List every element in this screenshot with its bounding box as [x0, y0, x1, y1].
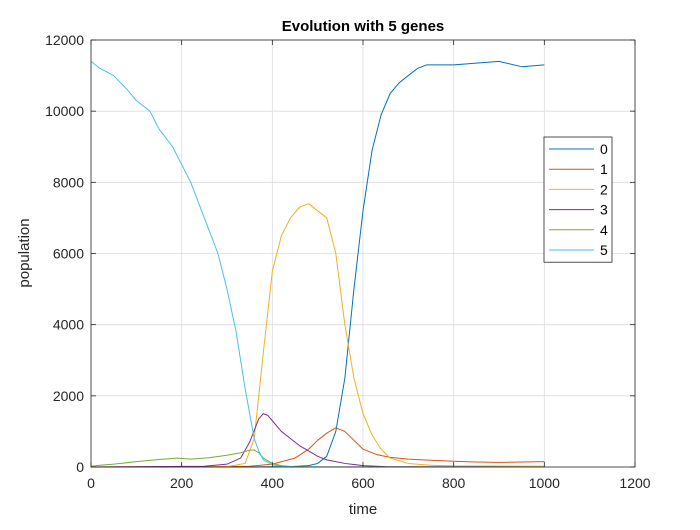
legend: 0 1 2 3 4 5	[543, 136, 613, 263]
legend-label-4: 4	[600, 222, 608, 238]
tick-layer: 0 200 400 600 800 1000 12000200040006000800010…	[45, 32, 651, 491]
legend-label-0: 0	[600, 141, 608, 157]
series-line-1	[90, 427, 545, 468]
y-tick-label: 0	[76, 459, 84, 475]
y-tick-label: 4000	[53, 317, 84, 333]
y-tick-label: 10000	[45, 103, 84, 119]
legend-label-3: 3	[600, 202, 608, 218]
y-tick-label: 6000	[53, 246, 84, 262]
x-tick-label: 1200	[619, 475, 650, 491]
series-line-5	[90, 60, 545, 468]
series-line-0	[91, 60, 545, 468]
x-tick-label: 0	[87, 475, 95, 491]
legend-label-5: 5	[600, 242, 608, 258]
y-tick-label: 12000	[45, 32, 84, 48]
series-layer	[90, 60, 545, 468]
x-axis-label: time	[349, 501, 377, 518]
series-line-4	[90, 449, 545, 468]
chart-title: Evolution with 5 genes	[282, 18, 445, 35]
series-line-2	[90, 203, 545, 468]
x-tick-label: 400	[261, 475, 285, 491]
legend-label-2: 2	[600, 181, 608, 197]
y-tick-label: 2000	[53, 388, 84, 404]
x-tick-label: 800	[442, 475, 466, 491]
series-line-3	[90, 413, 545, 468]
legend-box	[543, 136, 613, 263]
x-tick-label: 200	[170, 475, 194, 491]
y-tick-label: 8000	[53, 174, 84, 190]
legend-label-1: 1	[600, 161, 608, 177]
y-axis-label: population	[16, 218, 33, 287]
x-tick-label: 1000	[529, 475, 560, 491]
x-tick-label: 600	[351, 475, 375, 491]
